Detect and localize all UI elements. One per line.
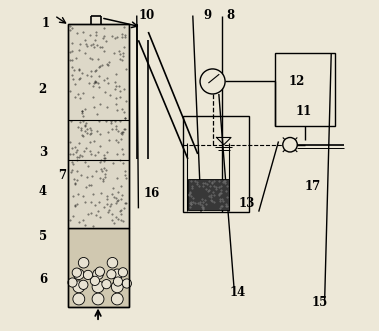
Text: 9: 9 bbox=[204, 9, 212, 22]
Text: 10: 10 bbox=[139, 9, 155, 22]
Circle shape bbox=[112, 269, 122, 280]
Text: 1: 1 bbox=[42, 17, 50, 30]
Circle shape bbox=[93, 269, 103, 280]
Text: 12: 12 bbox=[288, 75, 305, 88]
Bar bbox=[275, 53, 335, 126]
Circle shape bbox=[102, 280, 111, 289]
Circle shape bbox=[111, 281, 123, 293]
Text: 16: 16 bbox=[144, 187, 160, 200]
Text: 2: 2 bbox=[39, 83, 47, 96]
Bar bbox=[67, 24, 128, 307]
Bar bbox=[183, 116, 249, 212]
Circle shape bbox=[73, 293, 85, 305]
Text: 11: 11 bbox=[295, 105, 311, 118]
Circle shape bbox=[68, 278, 77, 287]
Circle shape bbox=[92, 281, 104, 293]
Circle shape bbox=[118, 268, 127, 277]
Text: 4: 4 bbox=[39, 185, 47, 198]
Text: 17: 17 bbox=[305, 180, 321, 193]
Circle shape bbox=[73, 281, 85, 293]
Text: 6: 6 bbox=[39, 273, 47, 286]
Circle shape bbox=[122, 279, 132, 288]
Text: 8: 8 bbox=[227, 9, 235, 22]
Circle shape bbox=[79, 280, 88, 289]
Text: 5: 5 bbox=[39, 230, 47, 243]
Circle shape bbox=[283, 137, 297, 152]
Bar bbox=[67, 24, 128, 228]
Circle shape bbox=[111, 293, 123, 305]
Bar bbox=[67, 228, 128, 307]
Text: 3: 3 bbox=[39, 146, 47, 159]
Circle shape bbox=[107, 270, 116, 279]
Bar bbox=[188, 179, 229, 210]
Text: 14: 14 bbox=[229, 286, 246, 299]
Circle shape bbox=[83, 270, 92, 280]
Circle shape bbox=[72, 268, 81, 277]
Circle shape bbox=[107, 258, 118, 268]
Circle shape bbox=[95, 267, 105, 276]
Circle shape bbox=[200, 69, 225, 94]
Text: 13: 13 bbox=[239, 197, 255, 210]
Circle shape bbox=[113, 277, 122, 286]
Circle shape bbox=[92, 293, 104, 305]
Circle shape bbox=[78, 258, 89, 268]
Text: 15: 15 bbox=[312, 296, 328, 309]
Circle shape bbox=[90, 276, 100, 285]
Circle shape bbox=[74, 269, 84, 280]
Text: 7: 7 bbox=[58, 169, 67, 182]
